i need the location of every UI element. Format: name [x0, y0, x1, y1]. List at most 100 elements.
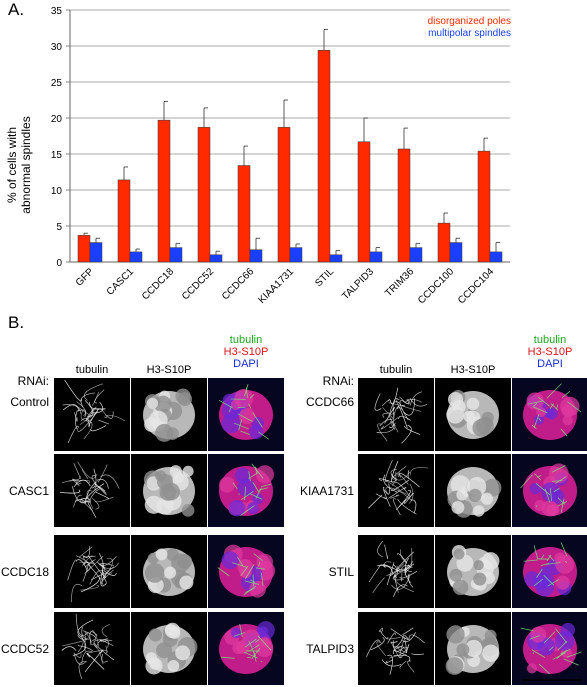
row-label-kiaa1731: KIAA1731 — [299, 484, 354, 498]
micrograph-ccdc18-merge — [208, 535, 284, 608]
merge-micrograph-image — [208, 378, 284, 451]
micrograph-ccdc66-merge — [512, 378, 587, 451]
merge-micrograph-image — [208, 454, 284, 527]
tubulin-micrograph-image — [368, 459, 429, 516]
micrograph-casc1-merge — [208, 454, 284, 527]
x-tick-label: CCDC18 — [140, 266, 176, 302]
micrograph-ccdc66-h3 — [435, 378, 511, 451]
merge-micrograph-image — [512, 612, 587, 685]
panel-a-label: A. — [8, 0, 25, 19]
h3-micrograph-image — [447, 467, 502, 518]
merge-micrograph-image — [208, 612, 284, 685]
y-tick-label: 0 — [56, 258, 62, 269]
chart-legend: disorganized poles multipolar spindles — [428, 16, 511, 40]
tubulin-micrograph-image — [374, 387, 428, 444]
column-header-h3-s10p: H3-S10P — [146, 364, 192, 376]
x-tick-label: CCDC100 — [416, 266, 456, 306]
panel-b-label: B. — [8, 313, 25, 332]
micrograph-stil-h3 — [435, 535, 511, 608]
merge-channel-label: DAPI — [233, 358, 259, 370]
tubulin-micrograph-image — [368, 540, 418, 597]
h3-micrograph-image — [143, 548, 195, 596]
micrograph-stil-tubulin — [358, 535, 434, 608]
h3-micrograph-image — [143, 622, 198, 675]
x-tick-label: CCDC52 — [180, 266, 216, 302]
merge-channel-label: tubulin — [229, 334, 263, 346]
merge-channel-label: H3-S10P — [527, 346, 573, 358]
micrograph-ccdc18-h3 — [131, 535, 207, 608]
h3-micrograph-image — [143, 388, 195, 442]
y-tick-label: 15 — [51, 150, 63, 161]
bar-multipolar-spindles — [89, 242, 103, 263]
column-header-merge: tubulin H3-S10P DAPI — [208, 334, 284, 370]
bar-chart: 0 5 10 15 20 25 30 35 GFP CASC1 CCDC18 CCDC52 CCDC66… — [51, 6, 510, 306]
bar-multipolar-spindles — [289, 247, 303, 263]
rnai-label: RNAi: — [17, 374, 49, 388]
h3-micrograph-image — [447, 545, 500, 596]
h3-micrograph-image — [445, 625, 500, 675]
scale-bar — [523, 679, 581, 681]
row-label-talpid3: TALPID3 — [306, 642, 354, 656]
bar-multipolar-spindles — [409, 247, 423, 263]
bar-disorganized-poles — [477, 150, 491, 263]
micrograph-talpid3-tubulin — [358, 612, 434, 685]
h3-micrograph-image — [446, 390, 499, 439]
y-tick-label: 20 — [51, 114, 63, 125]
y-tick-label: 5 — [56, 222, 62, 233]
tubulin-micrograph-image — [366, 627, 425, 675]
micrograph-casc1-h3 — [131, 454, 207, 527]
row-label-ccdc66: CCDC66 — [305, 395, 354, 409]
y-axis-label-line: abnormal spindles — [19, 116, 33, 214]
bar-multipolar-spindles — [169, 247, 183, 263]
y-tick-label: 35 — [51, 6, 63, 17]
column-header-h3-s10p: H3-S10P — [450, 364, 496, 376]
bar-disorganized-poles — [357, 141, 371, 263]
micrograph-kiaa1731-tubulin — [358, 454, 434, 527]
bar-disorganized-poles — [237, 165, 251, 263]
bar-multipolar-spindles — [369, 251, 383, 263]
bar-multipolar-spindles — [489, 251, 503, 263]
micrograph-talpid3-merge — [512, 612, 587, 685]
row-label-ccdc52: CCDC52 — [0, 642, 49, 656]
y-axis-label-line: % of cells with — [5, 126, 19, 204]
bar-multipolar-spindles — [449, 242, 463, 263]
micrograph-ccdc52-merge — [208, 612, 284, 685]
legend-multipolar-spindles: multipolar spindles — [428, 28, 511, 39]
micrograph-ccdc52-h3 — [131, 612, 207, 685]
bar-multipolar-spindles — [249, 249, 263, 263]
row-label-casc1: CASC1 — [8, 484, 49, 498]
bar-disorganized-poles — [317, 50, 331, 263]
y-axis-label: % of cells with abnormal spindles — [4, 80, 34, 250]
bar-disorganized-poles — [157, 119, 171, 263]
micrograph-talpid3-h3 — [435, 612, 511, 685]
bar-disorganized-poles — [437, 222, 451, 263]
column-header-tubulin: tubulin — [75, 364, 109, 376]
merge-micrograph-image — [512, 454, 587, 527]
merge-micrograph-image — [512, 535, 587, 608]
bar-multipolar-spindles — [329, 254, 343, 263]
merge-channel-label: tubulin — [533, 334, 567, 346]
bar-disorganized-poles — [197, 127, 211, 263]
bar-disorganized-poles — [277, 127, 291, 263]
bar-multipolar-spindles — [129, 251, 143, 263]
bar-disorganized-poles — [77, 235, 91, 263]
micrograph-kiaa1731-h3 — [435, 454, 511, 527]
y-tick-label: 10 — [51, 186, 63, 197]
micrograph-control-tubulin — [54, 378, 130, 451]
x-tick-label: CCDC104 — [456, 266, 496, 306]
merge-channel-label: H3-S10P — [223, 346, 269, 358]
y-tick-label: 25 — [51, 78, 63, 89]
bar-disorganized-poles — [397, 148, 411, 263]
micrograph-control-h3 — [131, 378, 207, 451]
micrograph-control-merge — [208, 378, 284, 451]
rnai-label: RNAi: — [322, 374, 354, 388]
x-tick-label: GFP — [74, 266, 97, 289]
merge-micrograph-image — [512, 378, 587, 451]
micrograph-stil-merge — [512, 535, 587, 608]
row-label-control: Control — [10, 395, 49, 409]
merge-channel-label: DAPI — [537, 358, 563, 370]
x-tick-label: CASC1 — [105, 266, 137, 298]
x-tick-label: TRIM36 — [383, 266, 416, 299]
x-tick-label: TALPID3 — [340, 266, 376, 302]
tubulin-micrograph-image — [67, 546, 120, 603]
